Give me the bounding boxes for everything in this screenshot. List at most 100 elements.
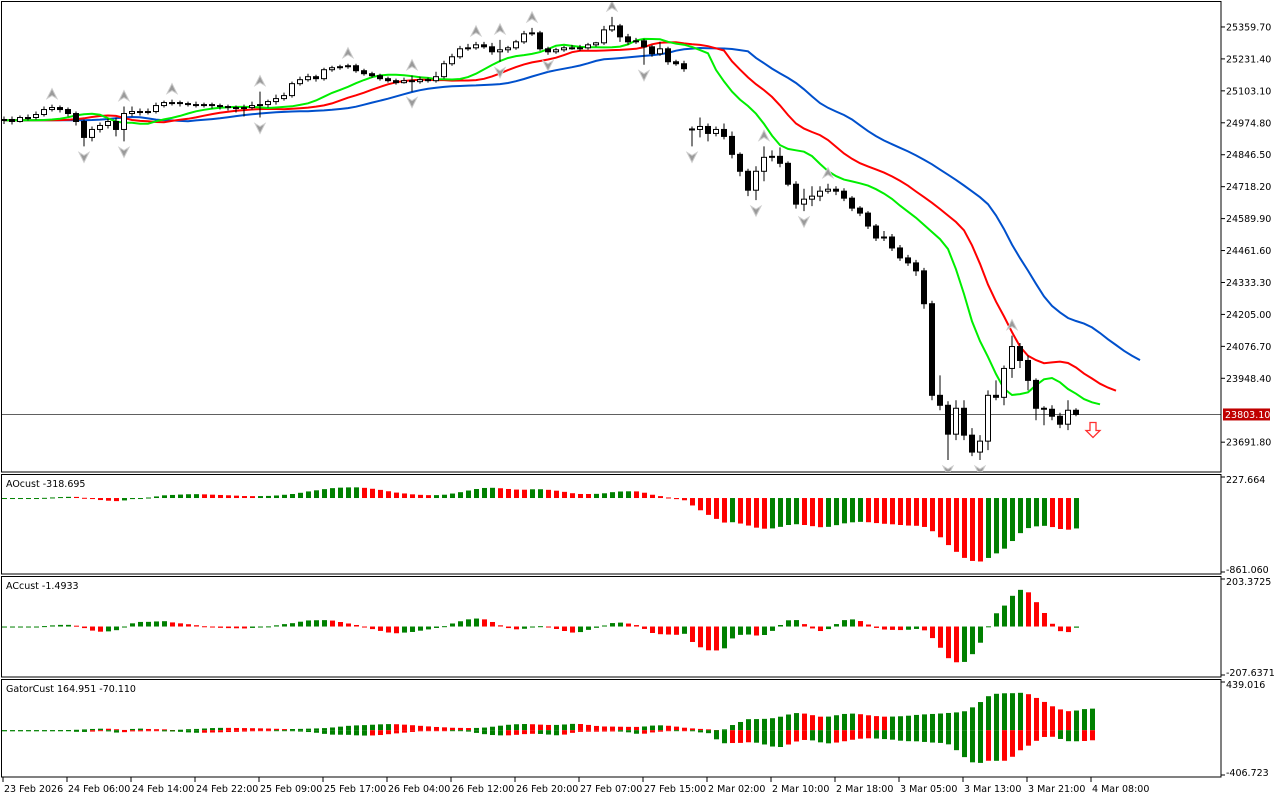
ac-bar xyxy=(562,626,567,632)
gator-lower-bar xyxy=(418,730,423,732)
ao-bar xyxy=(394,492,399,499)
candle-body xyxy=(97,124,103,130)
ac-bar xyxy=(282,624,287,627)
gator-upper-bar xyxy=(938,713,943,731)
ac-bar xyxy=(58,624,63,627)
ao-bar xyxy=(842,498,847,524)
gator-upper-bar xyxy=(242,728,247,731)
gator-lower-bar xyxy=(106,730,111,732)
ac-bar xyxy=(578,626,583,633)
ac-bar xyxy=(922,626,927,631)
ac-bar xyxy=(10,626,15,628)
candle xyxy=(713,126,719,137)
candle xyxy=(233,105,239,113)
gator-lower-bar xyxy=(194,730,199,733)
gator-lower-bar xyxy=(458,730,463,732)
ao-bar xyxy=(170,494,175,499)
current-price-label: 23803.10 xyxy=(1225,410,1270,421)
candle-body xyxy=(849,197,855,209)
ao-bar xyxy=(506,488,511,499)
gator-upper-bar xyxy=(442,727,447,731)
gator-upper-bar xyxy=(770,718,775,731)
gator-lower-bar xyxy=(122,730,127,733)
gator-upper-bar xyxy=(354,725,359,731)
time-tick-label: 24 Feb 06:00 xyxy=(68,784,130,795)
candle xyxy=(433,71,439,83)
gator-lower-bar xyxy=(922,730,927,742)
candle-body xyxy=(1057,415,1063,425)
candle xyxy=(41,106,47,117)
candle xyxy=(25,114,31,121)
candle-body xyxy=(505,47,511,51)
ao-bar xyxy=(714,498,719,519)
candle-body xyxy=(121,113,127,130)
ao-bar xyxy=(874,498,879,524)
ao-bar xyxy=(890,498,895,525)
ac-bar xyxy=(730,626,735,639)
candle xyxy=(169,99,175,106)
ao-bar xyxy=(810,498,815,527)
candle-body xyxy=(49,107,55,111)
candle xyxy=(921,267,927,309)
ac-bar xyxy=(970,626,975,655)
ao-bar xyxy=(778,498,783,527)
time-tick-label: 4 Mar 08:00 xyxy=(1092,784,1149,795)
ao-bar xyxy=(146,497,151,499)
gator-lower-bar xyxy=(250,730,255,732)
time-tick-label: 3 Mar 05:00 xyxy=(900,784,957,795)
gator-upper-bar xyxy=(418,725,423,731)
gator-upper-bar xyxy=(282,729,287,731)
ac-bar xyxy=(402,626,407,633)
candle xyxy=(1017,343,1023,368)
gator-upper-bar xyxy=(434,726,439,731)
candle-body xyxy=(345,65,351,68)
gator-lower-bar xyxy=(1002,730,1007,761)
ac-bar xyxy=(570,626,575,633)
ao-bar xyxy=(250,496,255,499)
candle-body xyxy=(1009,346,1015,369)
ao-bar xyxy=(378,489,383,499)
gator-max-label: 439.016 xyxy=(1226,680,1265,691)
gator-upper-bar xyxy=(1058,709,1063,731)
candle-body xyxy=(689,128,695,131)
gator-upper-bar xyxy=(138,728,143,731)
ac-bar xyxy=(210,626,215,628)
candle-body xyxy=(449,56,455,65)
ac-bar xyxy=(1074,626,1079,628)
ac-bar xyxy=(834,624,839,627)
gator-lower-bar xyxy=(1018,730,1023,751)
candle xyxy=(153,102,159,114)
candle-body xyxy=(897,247,903,259)
ao-bar xyxy=(434,495,439,499)
candle xyxy=(337,64,343,70)
candle xyxy=(289,81,295,98)
gator-lower-bar xyxy=(362,730,367,736)
gator-lower-bar xyxy=(794,730,799,742)
ao-bar xyxy=(202,494,207,499)
gator-lower-bar xyxy=(762,730,767,745)
candle-body xyxy=(217,105,223,108)
ac-bar xyxy=(594,626,599,628)
indicator-ac: ACcust -1.4933 203.3725 -207.6371 xyxy=(2,577,1275,679)
candle xyxy=(865,211,871,230)
candle-body xyxy=(785,162,791,185)
gator-lower-bar xyxy=(978,730,983,763)
candle xyxy=(1049,405,1055,421)
candle xyxy=(401,77,407,84)
gator-lower-bar xyxy=(434,730,439,732)
candle xyxy=(193,101,199,108)
candle xyxy=(817,186,823,202)
candle-body xyxy=(377,75,383,80)
ac-bar xyxy=(498,625,503,627)
candle-body xyxy=(337,66,343,69)
candle-body xyxy=(193,104,199,107)
candle xyxy=(249,101,255,110)
candle xyxy=(465,43,471,51)
candle xyxy=(625,33,631,45)
gator-upper-bar xyxy=(250,728,255,731)
ao-bar xyxy=(18,498,23,500)
ao-bar xyxy=(730,498,735,523)
fractal-up-icon xyxy=(757,129,771,142)
candle xyxy=(585,42,591,50)
